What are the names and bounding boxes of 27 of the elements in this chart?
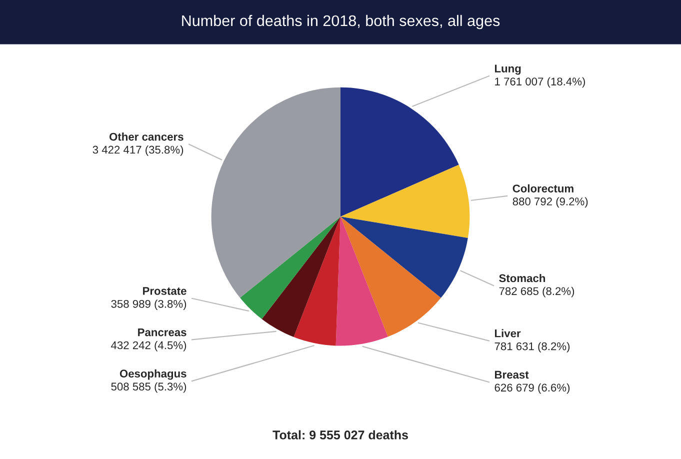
slice-label: Lung [494,64,521,75]
slice-label: Prostate [143,287,186,295]
data-label: 358 989 (3.8%) [111,300,186,310]
slice-label: Other cancers [110,132,184,141]
pie-slice [294,216,340,346]
slice-label: Colorectum [512,184,574,192]
data-label: 781 631 (8.2%) [494,342,570,352]
slice-label: Pancreas [138,328,186,336]
data-label: 626 679 (6.6%) [494,383,570,394]
pie-slice [240,216,340,320]
pie-slice [340,164,470,238]
data-label: 1 761 007 (18.4%) [495,77,585,88]
slice-label: Oesophagus [120,369,186,380]
pie-slice [340,216,441,337]
data-label: 880 792 (9.2%) [512,197,588,208]
pie-slice [336,216,388,346]
slice-label: Liver [494,329,521,338]
chart-title: Number of deaths in 2018, both sexes, all ages [182,14,500,30]
pie-slice [211,87,340,298]
slice-label: Stomach [499,274,546,282]
data-label: 508 585 (5.3%) [111,382,186,393]
data-label: 432 242 (4.5%) [111,341,186,352]
data-label: 782 685 (8.2%) [499,286,574,298]
slice-label: Breast [494,370,529,379]
pie-slice [262,216,340,337]
data-label: 3 422 417 (35.8%) [92,145,184,156]
text: Total: 9 555 027 deaths [272,430,408,440]
